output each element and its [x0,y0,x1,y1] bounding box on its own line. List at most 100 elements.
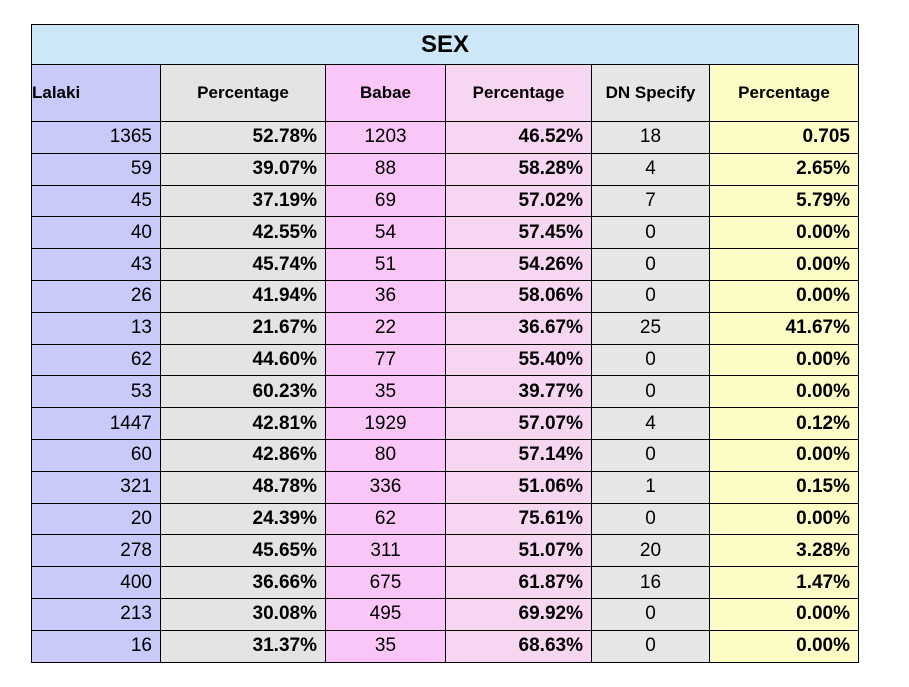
cell-percentage-babae: 39.77% [445,375,592,409]
cell-lalaki: 213 [31,597,161,631]
cell-babae: 1929 [325,407,446,440]
cell-lalaki: 26 [31,279,161,313]
table-row: 43 45.74% 51 54.26% 0 0.00% [31,248,859,281]
cell-babae: 35 [325,375,446,409]
cell-percentage-dn: 0.00% [709,502,859,536]
cell-percentage-lalaki: 45.74% [160,248,326,281]
cell-dn-specify: 0 [591,248,710,281]
cell-percentage-babae: 36.67% [445,311,592,345]
cell-percentage-dn: 0.00% [709,438,859,472]
cell-percentage-lalaki: 39.07% [160,152,326,186]
table-row: 1365 52.78% 1203 46.52% 18 0.705 [31,121,859,154]
cell-lalaki: 40 [31,216,161,250]
cell-percentage-dn: 0.00% [709,375,859,409]
cell-lalaki: 13 [31,311,161,345]
cell-percentage-dn: 0.00% [709,216,859,250]
cell-percentage-dn: 0.12% [709,407,859,440]
cell-percentage-babae: 51.07% [445,534,592,568]
cell-lalaki: 1365 [31,121,161,154]
cell-dn-specify: 25 [591,311,710,345]
cell-dn-specify: 20 [591,534,710,568]
cell-percentage-lalaki: 42.86% [160,438,326,472]
cell-dn-specify: 0 [591,438,710,472]
header-percentage-lalaki: Percentage [160,64,326,122]
cell-percentage-dn: 41.67% [709,311,859,345]
table-row: 60 42.86% 80 57.14% 0 0.00% [31,438,859,472]
cell-dn-specify: 1 [591,470,710,504]
cell-percentage-babae: 46.52% [445,121,592,154]
cell-percentage-babae: 51.06% [445,470,592,504]
cell-dn-specify: 0 [591,279,710,313]
cell-percentage-lalaki: 21.67% [160,311,326,345]
cell-lalaki: 45 [31,184,161,218]
cell-percentage-babae: 57.07% [445,407,592,440]
cell-lalaki: 62 [31,343,161,377]
sex-table: SEX Lalaki Percentage Babae Percentage D… [31,24,859,663]
header-percentage-babae: Percentage [445,64,592,122]
cell-percentage-dn: 0.00% [709,343,859,377]
table-row: 45 37.19% 69 57.02% 7 5.79% [31,184,859,218]
cell-percentage-lalaki: 30.08% [160,597,326,631]
cell-babae: 51 [325,248,446,281]
cell-percentage-dn: 2.65% [709,152,859,186]
cell-percentage-dn: 1.47% [709,566,859,599]
cell-lalaki: 60 [31,438,161,472]
cell-dn-specify: 0 [591,216,710,250]
cell-percentage-lalaki: 24.39% [160,502,326,536]
cell-dn-specify: 16 [591,566,710,599]
cell-percentage-dn: 0.00% [709,629,859,663]
cell-babae: 22 [325,311,446,345]
cell-lalaki: 1447 [31,407,161,440]
cell-percentage-lalaki: 41.94% [160,279,326,313]
cell-lalaki: 59 [31,152,161,186]
cell-percentage-dn: 0.00% [709,248,859,281]
cell-percentage-babae: 57.14% [445,438,592,472]
cell-percentage-babae: 58.28% [445,152,592,186]
table-title: SEX [31,24,859,65]
cell-babae: 336 [325,470,446,504]
cell-dn-specify: 0 [591,629,710,663]
cell-babae: 35 [325,629,446,663]
cell-lalaki: 278 [31,534,161,568]
cell-percentage-dn: 5.79% [709,184,859,218]
header-row: Lalaki Percentage Babae Percentage DN Sp… [31,64,859,122]
table-row: 53 60.23% 35 39.77% 0 0.00% [31,375,859,409]
cell-percentage-lalaki: 52.78% [160,121,326,154]
cell-babae: 675 [325,566,446,599]
cell-lalaki: 53 [31,375,161,409]
cell-percentage-lalaki: 60.23% [160,375,326,409]
cell-babae: 495 [325,597,446,631]
cell-babae: 36 [325,279,446,313]
table-row: 13 21.67% 22 36.67% 25 41.67% [31,311,859,345]
table-row: 40 42.55% 54 57.45% 0 0.00% [31,216,859,250]
cell-percentage-babae: 69.92% [445,597,592,631]
table-row: 62 44.60% 77 55.40% 0 0.00% [31,343,859,377]
table-row: 20 24.39% 62 75.61% 0 0.00% [31,502,859,536]
table-row: 278 45.65% 311 51.07% 20 3.28% [31,534,859,568]
cell-percentage-dn: 3.28% [709,534,859,568]
table-body: 1365 52.78% 1203 46.52% 18 0.705 59 39.07% 88 58.… [31,121,859,663]
cell-dn-specify: 0 [591,343,710,377]
cell-babae: 80 [325,438,446,472]
cell-percentage-lalaki: 42.81% [160,407,326,440]
cell-percentage-dn: 0.00% [709,279,859,313]
cell-percentage-babae: 61.87% [445,566,592,599]
header-lalaki: Lalaki [31,64,161,122]
cell-dn-specify: 0 [591,502,710,536]
cell-lalaki: 20 [31,502,161,536]
cell-percentage-lalaki: 44.60% [160,343,326,377]
cell-percentage-babae: 57.45% [445,216,592,250]
cell-lalaki: 321 [31,470,161,504]
cell-percentage-babae: 57.02% [445,184,592,218]
cell-percentage-lalaki: 31.37% [160,629,326,663]
table-row: 1447 42.81% 1929 57.07% 4 0.12% [31,407,859,440]
cell-dn-specify: 4 [591,407,710,440]
cell-percentage-lalaki: 36.66% [160,566,326,599]
header-percentage-dn: Percentage [709,64,859,122]
cell-babae: 88 [325,152,446,186]
table-row: 26 41.94% 36 58.06% 0 0.00% [31,279,859,313]
table-row: 16 31.37% 35 68.63% 0 0.00% [31,629,859,663]
cell-percentage-dn: 0.15% [709,470,859,504]
cell-percentage-lalaki: 42.55% [160,216,326,250]
cell-percentage-dn: 0.705 [709,121,859,154]
